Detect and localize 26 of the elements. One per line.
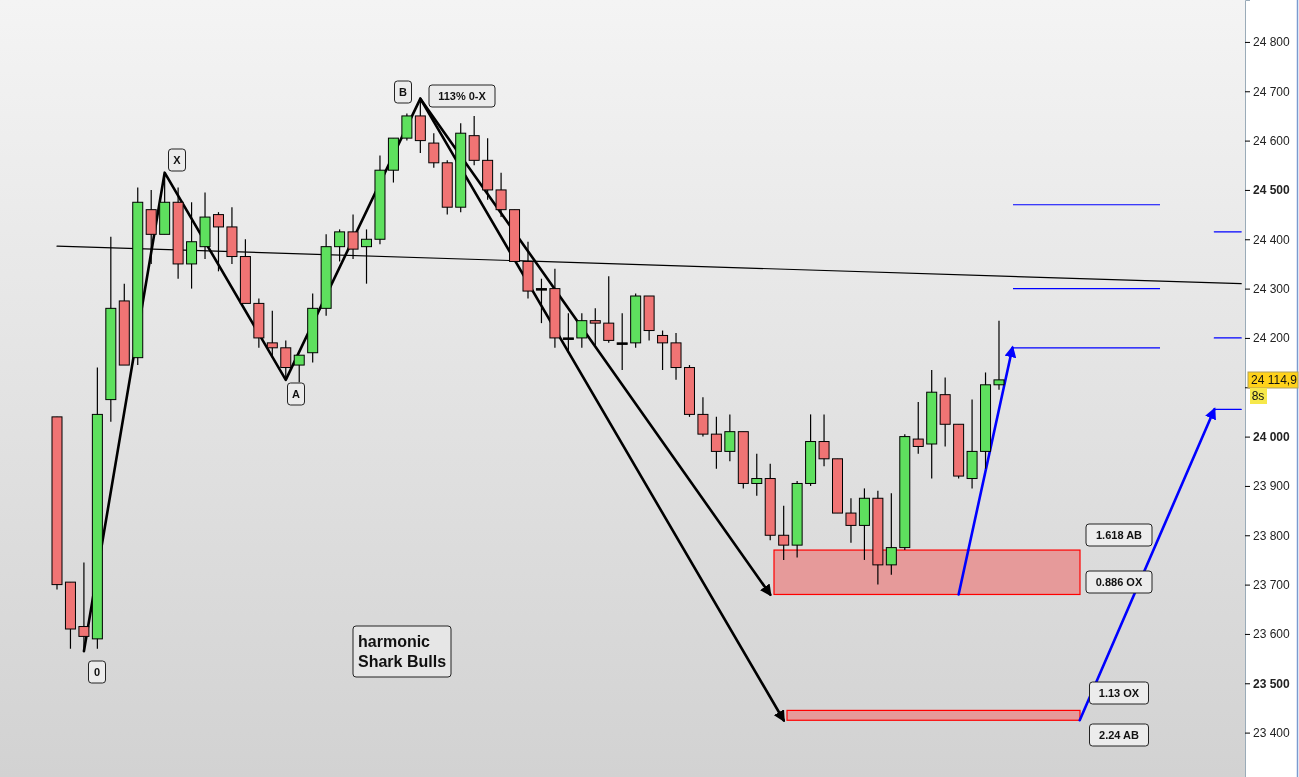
y-tick-label: 24 500 (1253, 183, 1291, 198)
y-tick-label: 23 700 (1253, 577, 1291, 592)
y-tick-label: 24 800 (1253, 35, 1291, 50)
annotation: X (173, 153, 182, 166)
annotation: 1.13 OX (1098, 686, 1140, 699)
y-tick-label: 24 600 (1253, 133, 1291, 148)
annotation: A (292, 387, 301, 400)
annotation: 0 (93, 665, 101, 678)
y-tick-label: 24 400 (1253, 232, 1291, 247)
y-tick-label: 23 800 (1253, 528, 1291, 543)
annotation: 113% 0-X (438, 89, 487, 102)
y-tick-label: 23 900 (1253, 479, 1291, 494)
y-tick-label: 24 000 (1253, 429, 1291, 444)
text: 24 114,9 (1251, 373, 1298, 388)
annotation: 1.618 AB (1095, 528, 1143, 541)
y-tick-label: 23 500 (1253, 676, 1291, 691)
annotation: B (399, 85, 408, 98)
annotation: harmonic Shark Bulls (358, 633, 447, 670)
annotation: 0.886 OX (1095, 575, 1143, 588)
annotation: 2.24 AB (1099, 728, 1140, 741)
text: 8s (1251, 389, 1265, 404)
y-tick-label: 24 200 (1253, 331, 1291, 346)
y-tick-label: 23 600 (1253, 627, 1291, 642)
y-tick-label: 24 700 (1253, 84, 1291, 99)
y-tick-label: 24 300 (1253, 281, 1291, 296)
y-tick-label: 23 400 (1253, 725, 1291, 740)
